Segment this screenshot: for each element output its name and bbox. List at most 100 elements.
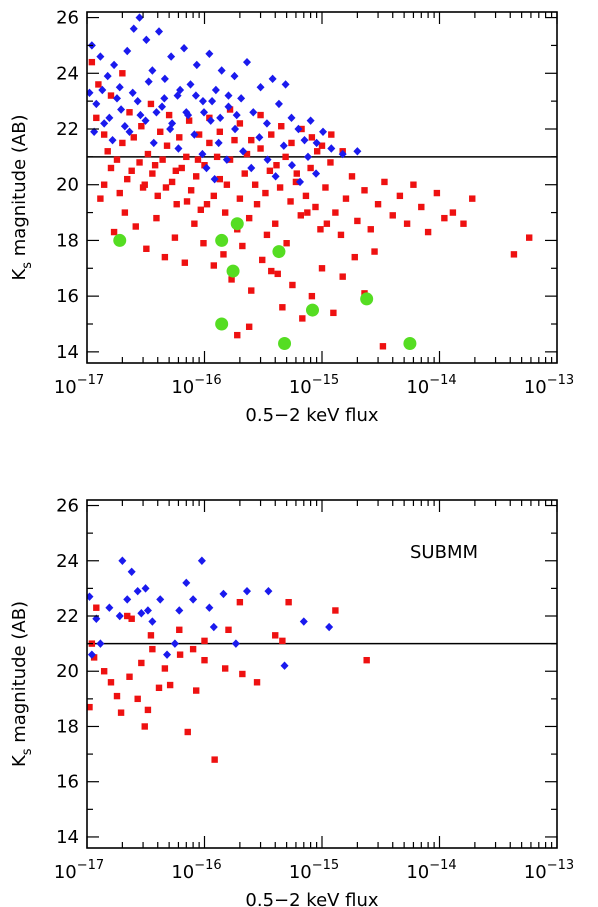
red-square-point (155, 684, 163, 692)
x-tick-label: 10−13 (524, 858, 574, 883)
y-tick-label: 22 (56, 119, 79, 140)
blue-diamond-point (135, 13, 144, 22)
red-square-point (241, 170, 248, 177)
x-tick-base: 10 (524, 862, 547, 883)
x-tick-base: 10 (524, 377, 547, 398)
red-square-point (161, 665, 169, 672)
red-square-point (110, 228, 118, 236)
blue-diamond-point (87, 592, 94, 601)
blue-diamond-point (230, 71, 239, 81)
red-square-point (193, 687, 200, 694)
red-square-point (183, 153, 190, 161)
red-square-point (193, 173, 200, 180)
red-square-point (183, 198, 191, 205)
blue-diamond-point (129, 24, 138, 33)
blue-diamond-point (92, 99, 101, 109)
blue-diamond-point (98, 85, 107, 95)
y-label-subscript: s (20, 748, 35, 755)
red-square-point (361, 187, 368, 194)
red-square-point (157, 128, 164, 135)
red-square-point (201, 637, 208, 645)
red-square-point (433, 189, 441, 197)
red-square-point (288, 139, 295, 147)
red-square-point (424, 228, 432, 236)
red-square-point (159, 156, 166, 163)
red-square-point (113, 692, 121, 700)
blue-diamond-point (92, 614, 101, 623)
red-square-point (302, 192, 310, 200)
blue-diamond-point (123, 595, 132, 604)
red-square-point (332, 209, 339, 216)
red-square-point (211, 756, 218, 763)
red-square-point (97, 195, 104, 202)
blue-diamond-point (182, 578, 191, 588)
blue-diamond-point (197, 556, 206, 565)
red-square-point (236, 120, 244, 127)
blue-diamond-point (296, 177, 305, 187)
red-square-point (469, 195, 476, 202)
blue-diamond-point (156, 595, 165, 604)
red-square-point (197, 206, 204, 213)
red-square-point (176, 651, 184, 658)
blue-diamond-point (143, 606, 152, 615)
red-square-point (259, 256, 266, 264)
blue-diamond-point (198, 96, 207, 106)
y-axis-label: Ks magnitude (AB) (9, 114, 35, 280)
red-square-point (396, 192, 404, 200)
blue-diamond-point (231, 639, 240, 648)
y-tick-label: 22 (56, 606, 79, 627)
blue-diamond-point (287, 161, 296, 170)
red-square-point (308, 292, 316, 300)
red-square-point (141, 723, 148, 730)
blue-diamond-point (262, 119, 271, 128)
red-square-point (389, 212, 396, 219)
blue-diamond-point (128, 88, 137, 97)
red-square-point (253, 679, 261, 686)
x-tick-exponent: −17 (77, 858, 104, 873)
y-tick-label: 18 (56, 716, 79, 737)
blue-diamond-point (205, 49, 214, 58)
red-square-point (128, 167, 135, 174)
red-square-point (273, 162, 280, 169)
blue-diamond-point (216, 113, 225, 123)
red-square-point (141, 181, 148, 188)
x-tick-base: 10 (54, 377, 77, 398)
red-square-point (221, 665, 229, 672)
red-square-point (185, 117, 193, 124)
red-square-point (100, 668, 108, 675)
blue-diamond-point (125, 127, 134, 136)
red-square-point (239, 242, 246, 250)
red-square-point (200, 240, 207, 247)
red-square-point (162, 184, 170, 191)
red-square-point (248, 136, 255, 144)
blue-diamond-point (224, 91, 233, 100)
blue-diamond-point (243, 57, 252, 67)
red-square-point (132, 223, 139, 230)
blue-diamond-point (137, 609, 146, 618)
blue-diamond-point (206, 116, 215, 125)
blue-diamond-point (115, 611, 124, 621)
blue-diamond-point (96, 639, 105, 648)
blue-diamond-point (312, 169, 321, 178)
red-square-point (351, 253, 358, 261)
red-square-point (172, 167, 180, 174)
red-square-point (268, 131, 275, 138)
blue-diamond-point (96, 52, 105, 61)
x-tick-exponent: −15 (312, 858, 339, 873)
blue-diamond-point (208, 96, 217, 106)
green-circle-point (278, 337, 292, 350)
red-square-point (274, 270, 281, 278)
data-points (87, 13, 533, 350)
red-square-point (418, 203, 425, 211)
blue-diamond-point (155, 27, 164, 36)
blue-diamond-point (163, 650, 172, 659)
blue-diamond-point (287, 113, 296, 123)
x-tick-base: 10 (289, 862, 312, 883)
red-square-point (307, 164, 314, 172)
blue-diamond-point (325, 622, 334, 632)
red-square-point (279, 304, 286, 311)
blue-diamond-point (133, 586, 142, 596)
red-square-point (203, 201, 211, 208)
red-square-point (161, 253, 169, 261)
red-square-point (136, 159, 143, 166)
